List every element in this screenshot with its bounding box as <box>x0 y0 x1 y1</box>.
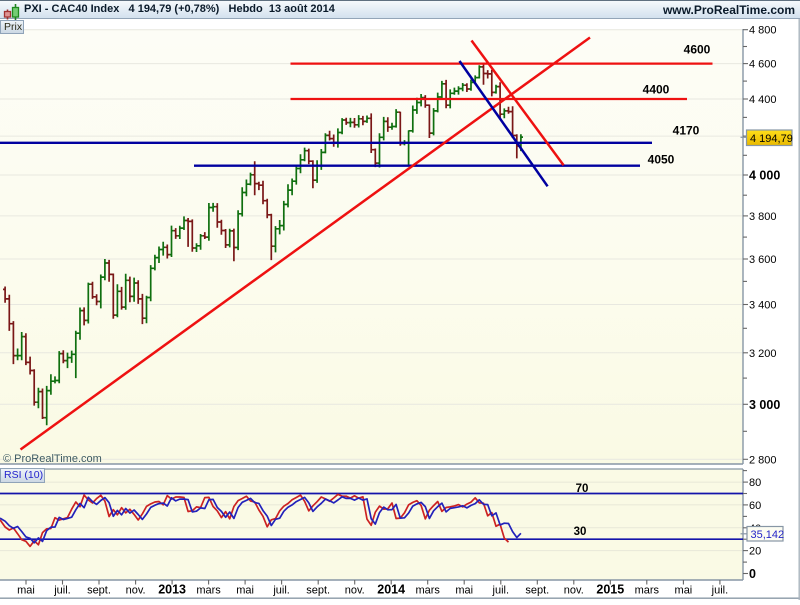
svg-text:2014: 2014 <box>377 583 405 597</box>
svg-text:4 194,79: 4 194,79 <box>750 133 793 145</box>
svg-text:35,142: 35,142 <box>751 529 785 541</box>
svg-text:60: 60 <box>749 500 761 512</box>
svg-text:4 000: 4 000 <box>749 169 780 183</box>
svg-text:80: 80 <box>749 477 761 489</box>
svg-text:© ProRealTime.com: © ProRealTime.com <box>3 453 102 465</box>
svg-text:20: 20 <box>749 546 761 558</box>
svg-text:4 800: 4 800 <box>749 25 777 37</box>
svg-text:3 200: 3 200 <box>749 348 777 360</box>
svg-text:nov.: nov. <box>126 585 146 597</box>
svg-text:2 800: 2 800 <box>749 454 777 466</box>
svg-text:nov.: nov. <box>564 585 584 597</box>
svg-text:juil.: juil. <box>272 585 290 597</box>
svg-text:30: 30 <box>574 526 587 538</box>
svg-text:juil.: juil. <box>492 585 510 597</box>
svg-text:3 400: 3 400 <box>749 300 777 312</box>
svg-text:4050: 4050 <box>648 153 675 167</box>
svg-text:4600: 4600 <box>684 42 711 56</box>
svg-text:sept.: sept. <box>306 585 330 597</box>
svg-text:mars: mars <box>196 585 221 597</box>
svg-text:4170: 4170 <box>673 124 700 138</box>
svg-text:mai: mai <box>675 585 693 597</box>
svg-text:juil.: juil. <box>711 585 729 597</box>
svg-text:sept.: sept. <box>87 585 111 597</box>
svg-text:2015: 2015 <box>596 583 624 597</box>
svg-text:2013: 2013 <box>158 583 186 597</box>
svg-text:nov.: nov. <box>345 585 365 597</box>
svg-text:0: 0 <box>749 567 756 581</box>
svg-text:sept.: sept. <box>525 585 549 597</box>
svg-text:mars: mars <box>635 585 660 597</box>
svg-text:3 800: 3 800 <box>749 211 777 223</box>
svg-text:mai: mai <box>455 585 473 597</box>
svg-text:mai: mai <box>236 585 254 597</box>
svg-text:juil.: juil. <box>53 585 71 597</box>
svg-text:mai: mai <box>17 585 35 597</box>
svg-text:mars: mars <box>415 585 440 597</box>
svg-text:3 600: 3 600 <box>749 254 777 266</box>
svg-text:4400: 4400 <box>643 83 670 97</box>
svg-text:4 400: 4 400 <box>749 94 777 106</box>
svg-text:4 600: 4 600 <box>749 59 777 71</box>
svg-text:3 000: 3 000 <box>749 398 780 412</box>
svg-text:70: 70 <box>576 483 589 495</box>
